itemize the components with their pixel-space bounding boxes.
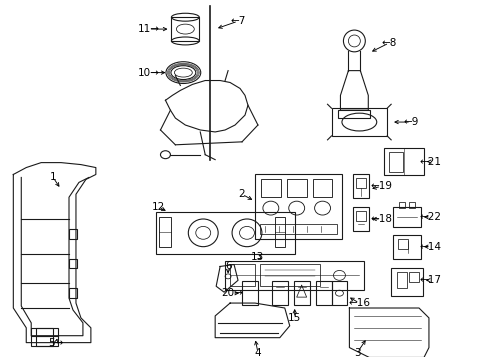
- Bar: [338, 110, 369, 118]
- Text: ←22: ←22: [419, 212, 441, 222]
- Bar: [155, 212, 294, 253]
- Text: 13: 13: [251, 252, 264, 262]
- Bar: [331, 108, 386, 136]
- Bar: [356, 179, 366, 188]
- Bar: [261, 179, 280, 197]
- Bar: [242, 281, 257, 305]
- Text: 1: 1: [50, 172, 56, 183]
- Bar: [315, 281, 331, 305]
- Bar: [31, 328, 53, 346]
- Text: ←14: ←14: [419, 242, 441, 252]
- Text: 10→: 10→: [137, 68, 159, 78]
- Bar: [397, 239, 407, 249]
- Text: ←19: ←19: [369, 181, 391, 192]
- Bar: [69, 288, 77, 298]
- Text: 15: 15: [287, 313, 301, 323]
- Text: ←8: ←8: [381, 38, 396, 48]
- Bar: [384, 148, 423, 175]
- Bar: [392, 235, 420, 258]
- Bar: [274, 217, 284, 247]
- Bar: [69, 258, 77, 269]
- Bar: [36, 328, 58, 346]
- Bar: [69, 229, 77, 239]
- Bar: [312, 179, 332, 197]
- Text: ←17: ←17: [419, 275, 441, 285]
- Bar: [408, 202, 414, 208]
- Text: ←9: ←9: [403, 117, 418, 127]
- Bar: [396, 273, 406, 288]
- Text: ←21: ←21: [419, 157, 441, 167]
- Bar: [260, 224, 337, 234]
- Bar: [353, 207, 368, 231]
- Bar: [293, 281, 309, 305]
- Text: ←7: ←7: [230, 16, 245, 26]
- Text: 2: 2: [238, 189, 245, 199]
- Bar: [171, 17, 199, 41]
- Bar: [390, 269, 422, 296]
- Text: 20→: 20→: [221, 288, 243, 298]
- Text: 4: 4: [254, 347, 261, 357]
- Bar: [230, 265, 254, 286]
- Bar: [388, 152, 402, 171]
- Text: ←16: ←16: [347, 298, 369, 308]
- Bar: [353, 175, 368, 198]
- Bar: [392, 207, 420, 227]
- Text: 6: 6: [224, 261, 231, 271]
- Bar: [271, 281, 287, 305]
- Text: ←18: ←18: [369, 214, 391, 224]
- Bar: [286, 179, 306, 197]
- Bar: [254, 175, 342, 239]
- Text: 3: 3: [353, 347, 360, 357]
- Text: 12: 12: [152, 202, 165, 212]
- Bar: [159, 217, 171, 247]
- Bar: [331, 281, 346, 305]
- Text: 11→: 11→: [137, 24, 159, 34]
- Bar: [224, 261, 364, 290]
- Text: 5→: 5→: [48, 338, 63, 348]
- Bar: [356, 211, 366, 221]
- Bar: [260, 265, 319, 286]
- Bar: [408, 273, 418, 282]
- Bar: [398, 202, 404, 208]
